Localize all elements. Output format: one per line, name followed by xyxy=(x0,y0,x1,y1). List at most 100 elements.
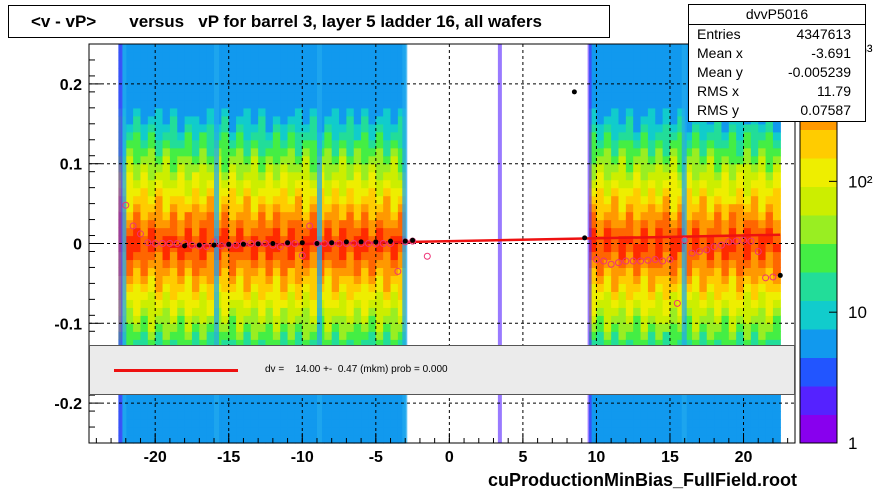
heatmap-cell xyxy=(618,203,627,213)
heatmap-cell xyxy=(699,227,708,237)
heatmap-cell xyxy=(699,395,708,404)
heatmap-cell xyxy=(655,147,664,157)
heatmap-cell xyxy=(714,243,723,253)
heatmap-cell xyxy=(250,211,259,221)
heatmap-cell xyxy=(721,283,730,292)
heatmap-cell xyxy=(265,99,274,109)
heatmap-cell xyxy=(361,131,370,141)
heatmap-cell xyxy=(302,131,311,141)
heatmap-cell xyxy=(302,147,311,157)
heatmap-cell xyxy=(669,67,678,77)
heatmap-cell xyxy=(324,411,333,420)
heatmap-cell xyxy=(647,299,656,308)
heatmap-cell xyxy=(191,315,200,324)
heatmap-cell xyxy=(596,107,605,117)
heatmap-cell xyxy=(140,91,149,101)
heatmap-cell xyxy=(390,44,399,53)
heatmap-cell xyxy=(221,227,230,237)
heatmap-cell xyxy=(250,131,259,141)
heatmap-cell xyxy=(714,307,723,316)
heatmap-cell xyxy=(221,307,230,316)
heatmap-cell xyxy=(633,395,642,404)
heatmap-cell xyxy=(324,44,333,53)
heatmap-cell xyxy=(736,203,745,213)
heatmap-cell xyxy=(677,75,686,85)
heatmap-cell xyxy=(302,227,311,237)
heatmap-cell xyxy=(287,67,296,77)
heatmap-cell xyxy=(368,291,377,300)
heatmap-cell xyxy=(353,123,362,133)
heatmap-cell xyxy=(772,147,781,157)
heatmap-cell xyxy=(625,299,634,308)
heatmap-cell xyxy=(390,323,399,332)
heatmap-cell xyxy=(603,395,612,404)
heatmap-cell xyxy=(177,419,186,428)
heatmap-cell xyxy=(339,235,347,245)
heatmap-cell xyxy=(199,307,208,316)
heatmap-cell xyxy=(640,251,649,261)
heatmap-cell xyxy=(390,91,399,101)
z-tick-label: 10 xyxy=(848,303,867,322)
heatmap-cell xyxy=(692,243,700,253)
profile-marker xyxy=(350,240,358,247)
heatmap-cell xyxy=(294,203,303,213)
heatmap-cell xyxy=(346,227,355,237)
heatmap-cell xyxy=(765,427,774,436)
heatmap-cell xyxy=(184,139,193,149)
heatmap-cell xyxy=(191,75,200,85)
heatmap-cell xyxy=(647,251,656,261)
heatmap-cell xyxy=(589,283,598,292)
heatmap-cell xyxy=(618,315,627,324)
data-point xyxy=(571,89,577,95)
heatmap-cell xyxy=(331,51,340,61)
heatmap-cell xyxy=(162,195,171,205)
heatmap-cell xyxy=(272,99,281,109)
profile-marker xyxy=(681,236,689,244)
heatmap-cell xyxy=(184,203,193,213)
heatmap-cell xyxy=(177,44,186,53)
heatmap-cell xyxy=(706,411,715,420)
heatmap-cell xyxy=(147,227,156,237)
heatmap-cell xyxy=(162,131,171,141)
heatmap-cell xyxy=(177,115,186,125)
heatmap-cell xyxy=(721,139,730,149)
heatmap-cell xyxy=(331,203,340,213)
heatmap-cell xyxy=(228,131,237,141)
heatmap-cell xyxy=(331,107,340,117)
heatmap-cell xyxy=(721,323,730,332)
heatmap-cell xyxy=(177,267,186,277)
heatmap-cell xyxy=(243,171,252,181)
heatmap-cell xyxy=(169,51,178,61)
heatmap-cell xyxy=(309,171,318,181)
heatmap-cell xyxy=(662,251,671,261)
heatmap-cell xyxy=(331,123,340,133)
heatmap-cell xyxy=(280,91,289,101)
x-tick-label: 10 xyxy=(588,449,606,466)
heatmap-cell xyxy=(684,331,693,340)
heatmap-cell xyxy=(191,219,200,229)
profile-marker xyxy=(188,241,196,249)
heatmap-cell xyxy=(162,59,171,69)
heatmap-cell xyxy=(346,267,355,277)
heatmap-cell xyxy=(368,243,377,253)
heatmap-cell xyxy=(346,275,355,284)
heatmap-cell xyxy=(662,139,671,149)
heatmap-cell xyxy=(640,155,649,165)
heatmap-cell xyxy=(765,323,774,332)
heatmap-cell xyxy=(625,163,634,173)
heatmap-cell xyxy=(228,59,237,69)
heatmap-cell xyxy=(206,259,215,269)
heatmap-cell xyxy=(758,283,767,292)
heatmap-cell xyxy=(339,403,347,412)
heatmap-cell xyxy=(125,267,134,277)
heatmap-cell xyxy=(228,251,237,261)
heatmap-cell xyxy=(140,163,149,173)
heatmap-cell xyxy=(647,171,656,181)
heatmap-cell xyxy=(331,139,340,149)
heatmap-cell xyxy=(714,227,723,237)
heatmap-cell xyxy=(331,99,340,109)
x-tick-label: 5 xyxy=(518,449,527,466)
heatmap-cell xyxy=(184,315,193,324)
heatmap-cell xyxy=(611,67,620,77)
heatmap-cell xyxy=(346,283,355,292)
